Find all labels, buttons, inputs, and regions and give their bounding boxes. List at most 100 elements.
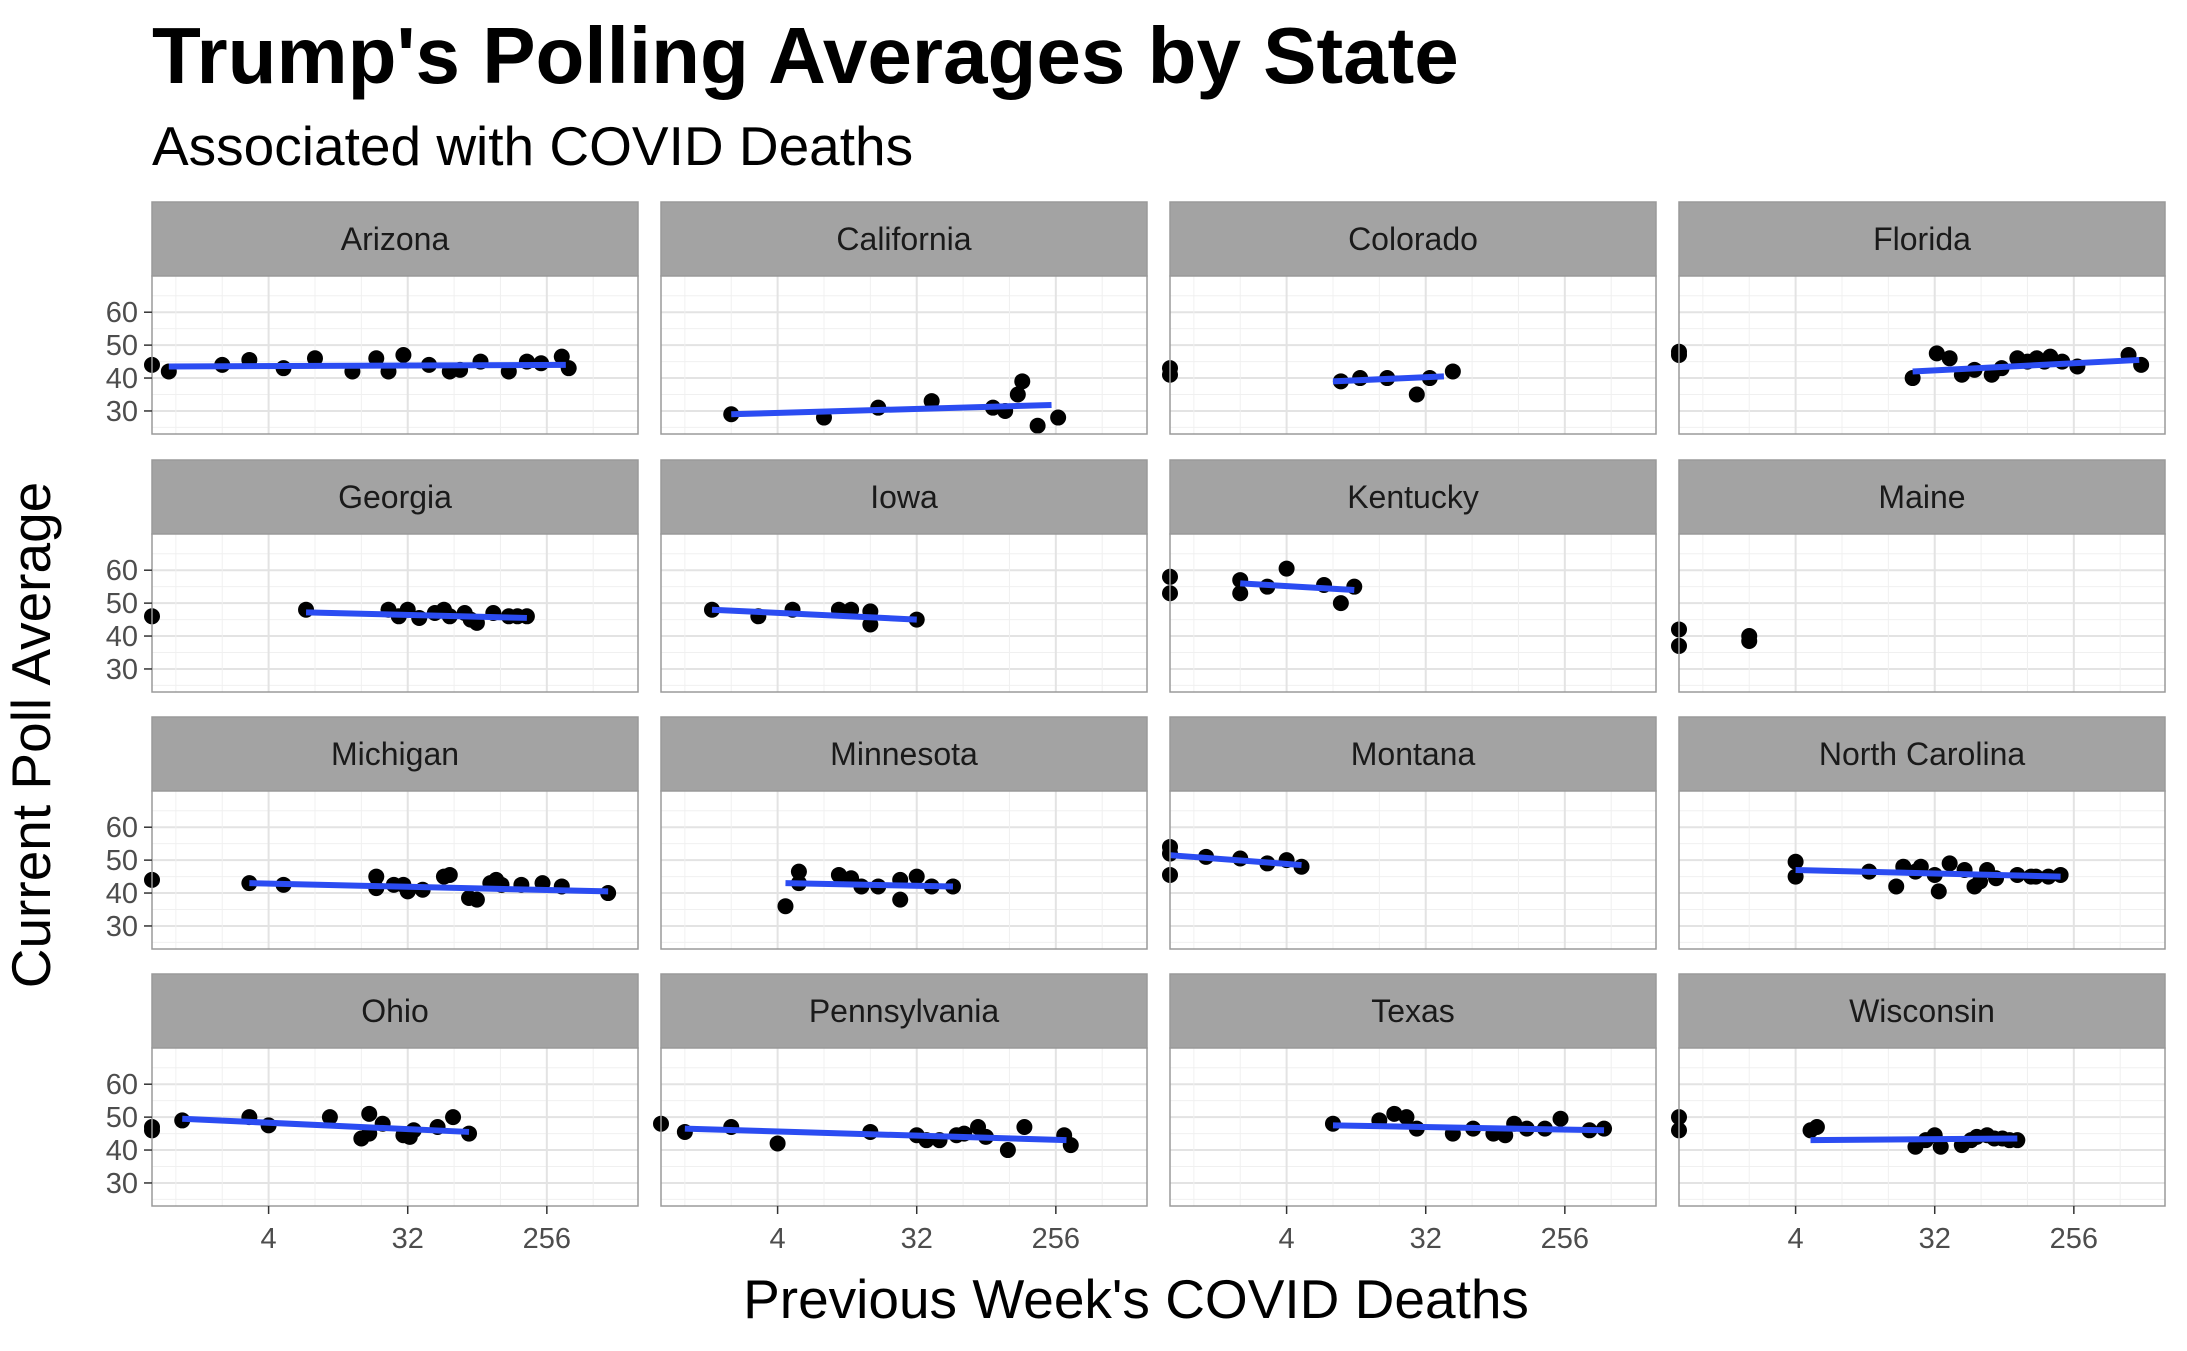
trend-line — [182, 1115, 470, 1135]
panel-border — [660, 790, 1148, 950]
panel-iowa: Iowa — [660, 459, 1148, 693]
x-axis-title: Previous Week's COVID Deaths — [743, 1268, 1529, 1330]
data-point — [1808, 1119, 1825, 1135]
trend-line — [1169, 852, 1302, 869]
strip-michigan — [151, 716, 639, 792]
data-point — [1386, 1105, 1403, 1122]
data-point — [892, 891, 909, 908]
y-tick-label: 30 — [106, 1168, 138, 1200]
data-point — [1050, 409, 1067, 426]
panel-border — [1169, 1047, 1657, 1207]
strip-kentucky — [1169, 459, 1657, 535]
data-point — [445, 1109, 462, 1126]
grid — [152, 276, 638, 434]
panel-background — [1170, 534, 1656, 692]
data-point — [1552, 1110, 1569, 1127]
data-point — [1232, 585, 1249, 602]
panel-montana: Montana — [1162, 716, 1657, 950]
panel-maine: Maine — [1671, 459, 2166, 693]
strip-label: Iowa — [870, 479, 938, 515]
x-tick-label: 256 — [1032, 1223, 1080, 1255]
y-tick-label: 40 — [106, 363, 138, 395]
y-tick-label: 30 — [106, 911, 138, 943]
y-tick-label: 60 — [106, 1069, 138, 1101]
strip-label: Colorado — [1348, 221, 1478, 257]
data-point — [1016, 1119, 1033, 1135]
trend-line — [1795, 867, 2061, 880]
grid — [1170, 1048, 1656, 1206]
panel-wisconsin: Wisconsin 4 32 256 — [1671, 973, 2166, 1255]
panel-border — [151, 1047, 639, 1207]
data-point — [1941, 350, 1958, 367]
panel-background — [1679, 1048, 2165, 1206]
y-tick-label: 40 — [106, 621, 138, 653]
strip-label: Pennsylvania — [809, 993, 1000, 1029]
panel-border — [151, 533, 639, 693]
data-point — [368, 868, 385, 885]
panel-texas: Texas 4 32 256 — [1169, 973, 1657, 1255]
trend-line — [711, 606, 917, 623]
strip-iowa — [660, 459, 1148, 535]
chart-subtitle: Associated with COVID Deaths — [152, 115, 913, 177]
data-point — [999, 1142, 1016, 1159]
data-point — [908, 868, 925, 885]
data-point — [1398, 1109, 1415, 1126]
y-tick-label: 50 — [106, 330, 138, 362]
x-tick-label: 4 — [770, 1223, 786, 1255]
trend-line — [1332, 1122, 1605, 1134]
strip-arizona — [151, 201, 639, 277]
strip-ohio — [151, 973, 639, 1049]
panel-background — [1679, 276, 2165, 434]
y-tick-label: 50 — [106, 588, 138, 620]
data-point — [1009, 386, 1026, 403]
x-tick-label: 32 — [1410, 1223, 1442, 1255]
strip-label: Kentucky — [1347, 479, 1479, 515]
data-point — [1888, 878, 1905, 895]
x-tick-label: 256 — [1541, 1223, 1589, 1255]
panel-florida: Florida — [1671, 201, 2166, 435]
x-tick-label: 256 — [2050, 1223, 2098, 1255]
panel-minnesota: Minnesota — [660, 716, 1148, 950]
x-tick-label: 32 — [392, 1223, 424, 1255]
strip-label: Georgia — [338, 479, 452, 515]
grid — [661, 276, 1147, 434]
data-point — [1928, 345, 1945, 362]
strip-label: Texas — [1371, 993, 1455, 1029]
panel-border — [1678, 275, 2166, 435]
panel-border — [1169, 790, 1657, 950]
data-point — [361, 1105, 378, 1122]
data-point — [923, 393, 940, 410]
y-tick-label: 30 — [106, 396, 138, 428]
trend-line — [168, 361, 566, 370]
panel-north-carolina: North Carolina — [1678, 716, 2166, 950]
panel-border — [1678, 1047, 2166, 1207]
data-point — [1787, 853, 1804, 870]
trend-line — [1912, 356, 2140, 375]
strip-label: Arizona — [341, 221, 450, 257]
panel-border — [660, 533, 1148, 693]
panel-background — [1170, 791, 1656, 949]
data-point — [790, 863, 807, 880]
x-tick-label: 256 — [523, 1223, 571, 1255]
y-tick-label: 40 — [106, 1135, 138, 1167]
x-tick-label: 4 — [1279, 1223, 1295, 1255]
panel-border — [660, 275, 1148, 435]
strip-label: Ohio — [361, 993, 429, 1029]
strip-label: California — [836, 221, 971, 257]
panel-background — [661, 791, 1147, 949]
panel-background — [152, 791, 638, 949]
x-tick-label: 32 — [1919, 1223, 1951, 1255]
strip-florida — [1678, 201, 2166, 277]
data-point — [1932, 1138, 1949, 1155]
data-point — [1408, 386, 1425, 403]
panel-border — [1678, 790, 2166, 950]
data-point — [1029, 417, 1046, 434]
grid — [1679, 276, 2165, 434]
x-tick-label: 4 — [1788, 1223, 1804, 1255]
grid — [1679, 534, 2165, 692]
strip-label: Wisconsin — [1849, 993, 1995, 1029]
strip-label: Michigan — [331, 736, 459, 772]
